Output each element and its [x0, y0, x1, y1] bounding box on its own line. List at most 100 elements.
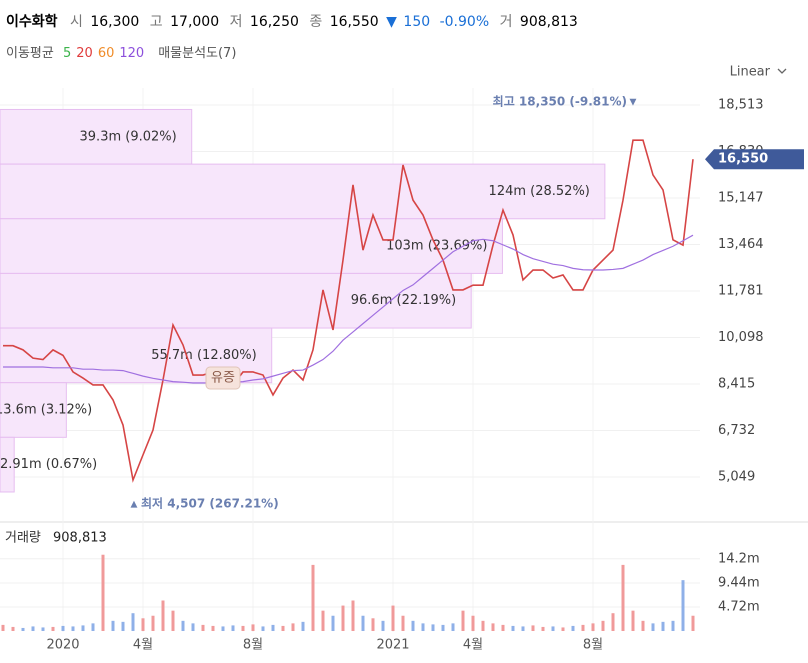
x-tick-label: 8월 — [583, 638, 603, 653]
low-label: 저 — [230, 14, 243, 30]
ma-label: 이동평균 — [6, 46, 54, 61]
volume-bar — [591, 623, 595, 631]
volume-bar — [161, 600, 165, 631]
volume-bar — [501, 624, 505, 631]
event-label: 유증 — [211, 371, 235, 386]
volume-bar — [361, 615, 365, 631]
volume-tick-label: 9.44m — [718, 576, 760, 591]
y-tick-label: 13,464 — [718, 237, 764, 252]
volume-bar — [231, 625, 235, 631]
volume-title: 거래량 — [5, 531, 41, 546]
volume-bar — [271, 624, 275, 631]
volume-bar — [381, 620, 385, 631]
volume-tick-label: 14.2m — [718, 551, 760, 566]
volume-bar — [201, 624, 205, 631]
profile-band — [0, 163, 606, 220]
volume-bar — [71, 626, 75, 631]
volume-bar — [391, 605, 395, 631]
change-pct: -0.90% — [440, 14, 490, 30]
volume-total: 908,813 — [53, 531, 107, 546]
volume-bar — [341, 605, 345, 631]
volume-bar — [601, 620, 605, 631]
ma-period: 5 — [63, 46, 71, 61]
volume-bar — [21, 627, 25, 631]
x-tick-label: 4월 — [133, 638, 153, 653]
volume-bar — [691, 615, 695, 631]
volume-bar — [251, 624, 255, 631]
volume-bar — [1, 624, 5, 631]
volume-bar — [561, 627, 565, 631]
volume-bar — [321, 610, 325, 631]
volume-bar — [401, 615, 405, 631]
volume-bar — [11, 626, 15, 631]
down-arrow: ▼ — [386, 14, 397, 30]
volume-bar — [651, 623, 655, 631]
volume-bar — [191, 623, 195, 631]
volume-bar — [531, 625, 535, 631]
volume-bar — [281, 625, 285, 631]
volume-bar — [131, 613, 135, 631]
ma-period: 60 — [98, 46, 115, 61]
volume-bar — [671, 620, 675, 631]
price-line — [3, 139, 694, 483]
volume-bar — [551, 626, 555, 631]
x-tick-label: 4월 — [463, 638, 483, 653]
volume-bar — [641, 620, 645, 631]
ma-period: 120 — [119, 46, 144, 61]
y-tick-label: 11,781 — [718, 283, 764, 298]
volume-bar — [211, 625, 215, 631]
change-value: 150 — [403, 14, 430, 30]
volume-bar — [31, 626, 35, 631]
x-tick-label: 8월 — [243, 638, 263, 653]
profile-band — [0, 382, 67, 438]
y-tick-label: 15,147 — [718, 190, 764, 205]
volume-bar — [81, 625, 85, 631]
profile-label: 55.7m (12.80%) — [151, 348, 256, 363]
close-value: 16,550 — [330, 14, 379, 30]
event-badge — [205, 366, 241, 390]
y-tick-label: 6,732 — [718, 423, 755, 438]
profile-label: 매물분석도(7) — [158, 46, 236, 61]
volume-label: 거 — [500, 14, 513, 30]
profile-band — [0, 218, 503, 274]
volume-bar — [571, 625, 575, 631]
volume-bar — [661, 621, 665, 631]
ma-period: 20 — [76, 46, 93, 61]
volume-bar — [491, 623, 495, 631]
volume-bar — [461, 610, 465, 631]
high-annotation: 최고 18,350 (-9.81%) — [493, 94, 627, 109]
price-tag — [705, 149, 804, 170]
volume-bar — [441, 624, 445, 631]
high-value: 17,000 — [170, 14, 219, 30]
profile-label: 96.6m (22.19%) — [351, 293, 456, 308]
y-tick-label: 5,049 — [718, 470, 755, 485]
volume-bar — [61, 625, 65, 631]
dropdown-arrow[interactable] — [777, 68, 787, 74]
low-value: 16,250 — [250, 14, 299, 30]
indicator-line: 이동평균 5 20 60 120 매물분석도(7) — [6, 46, 236, 61]
volume-bar — [241, 625, 245, 631]
volume-bar — [151, 615, 155, 631]
volume-bar — [351, 600, 355, 631]
y-tick-label: 8,415 — [718, 376, 755, 391]
open-value: 16,300 — [90, 14, 139, 30]
x-tick-label: 2021 — [376, 638, 409, 653]
profile-band — [0, 272, 472, 329]
volume-bar — [411, 620, 415, 631]
volume-bar — [451, 623, 455, 631]
volume-bar — [481, 620, 485, 631]
volume-bar — [541, 626, 545, 631]
volume-bar — [221, 626, 225, 631]
volume-bar — [371, 618, 375, 631]
volume-bar — [261, 626, 265, 631]
volume-bar — [121, 621, 125, 631]
quote-header: 이수화학 시 16,300 고 17,000 저 16,250 종 16,550… — [6, 13, 578, 30]
scale-selector[interactable]: Linear — [730, 65, 771, 80]
profile-band — [0, 436, 15, 493]
profile-label: 13.6m (3.12%) — [0, 403, 92, 418]
volume-bar — [301, 621, 305, 631]
volume-tick-label: 4.72m — [718, 600, 760, 615]
volume-bar — [431, 624, 435, 631]
low-annotation: 최저 4,507 (267.21%) — [141, 496, 279, 511]
